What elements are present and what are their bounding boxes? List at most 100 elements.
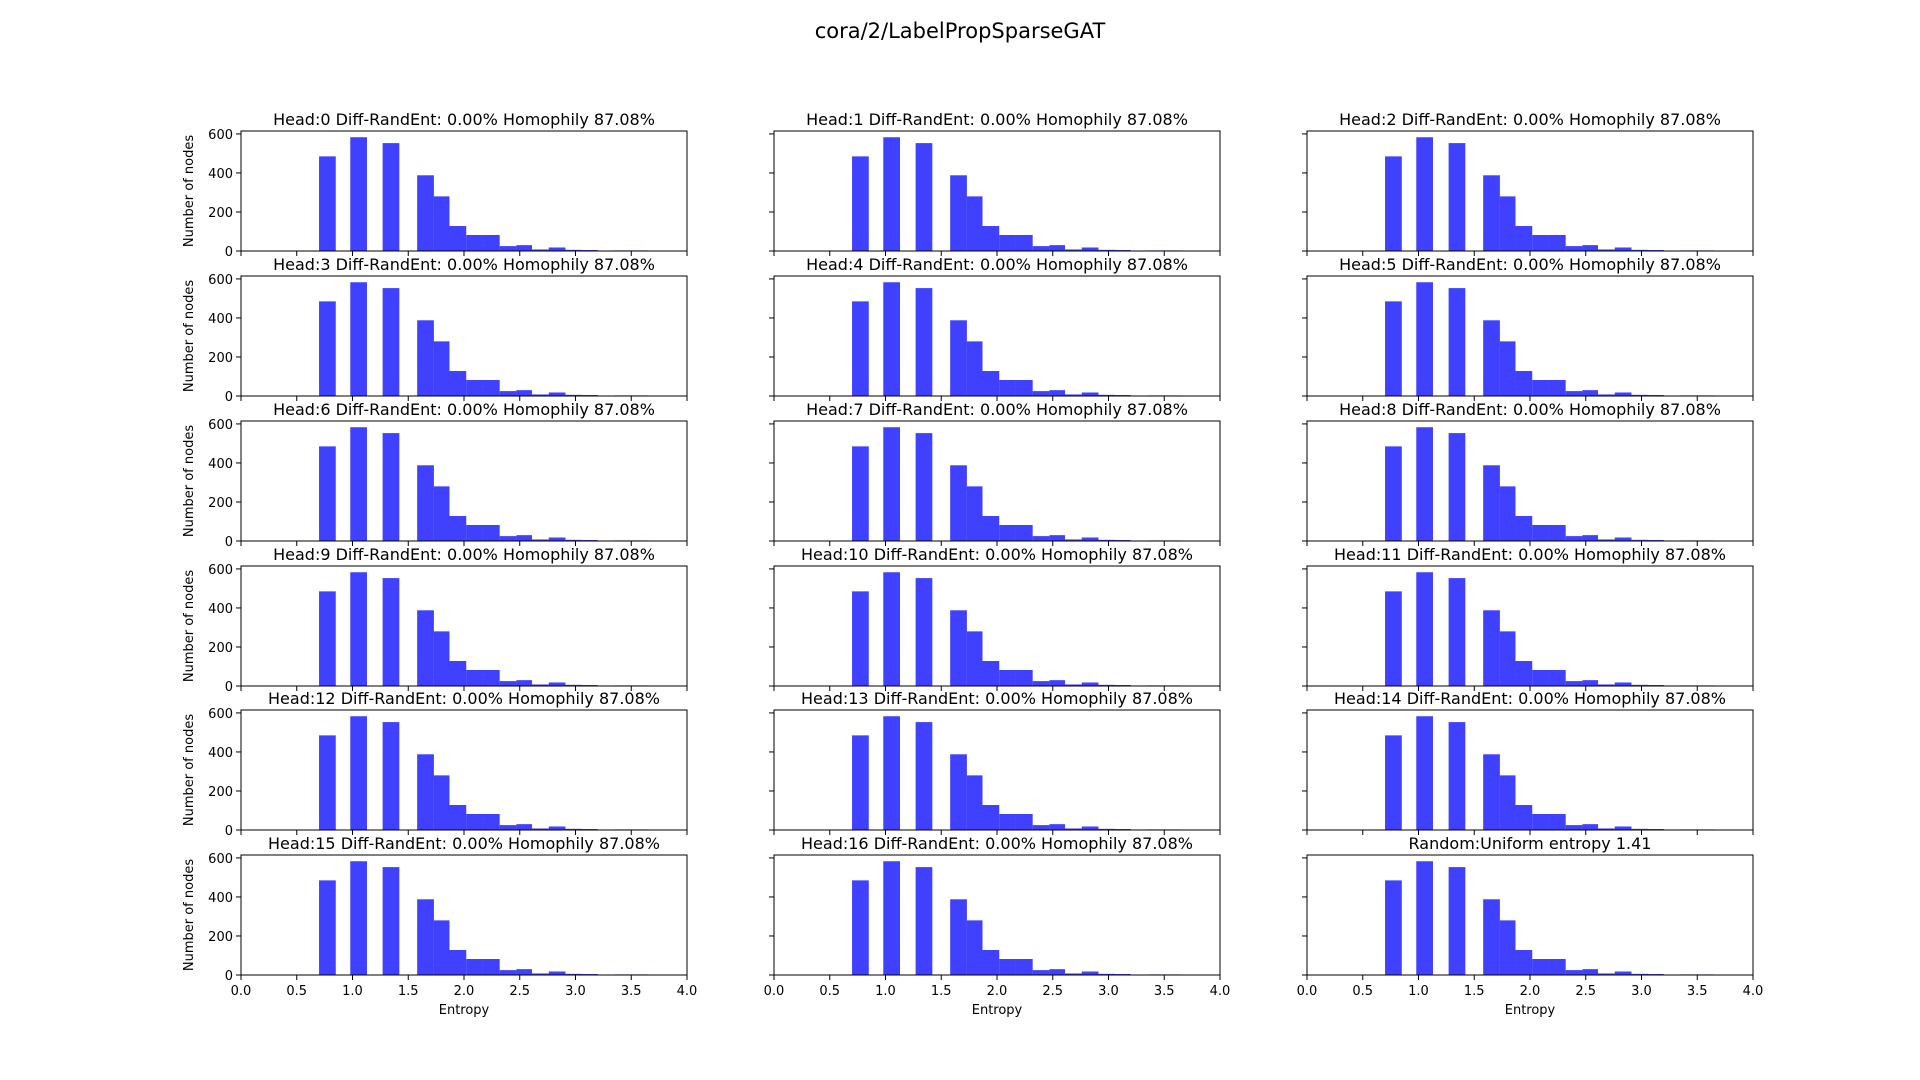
histogram-panel: Head:7 Diff-RandEnt: 0.00% Homophily 87.… [769, 400, 1221, 546]
y-axis-label: Number of nodes [182, 714, 197, 826]
histogram-panel: 0.0 0.5 1.0 1.5 2.0 2.5 3.0 3.5 4.0 Entropy Head:1… [764, 834, 1231, 1018]
histogram-bar [1483, 754, 1500, 830]
x-tick-label: 1.0 [342, 984, 363, 999]
histogram-bar [1582, 245, 1599, 251]
histogram-bar [1631, 249, 1649, 251]
histogram-bar [1081, 826, 1099, 830]
histogram-bar [449, 661, 467, 686]
histogram-bar [1515, 661, 1533, 686]
x-tick-label: 0.0 [764, 984, 785, 999]
histogram-bar [915, 143, 933, 251]
histogram-bar [466, 959, 483, 975]
histogram-bar [883, 282, 900, 396]
histogram-bar [1565, 246, 1583, 251]
histogram-bar [1598, 249, 1615, 251]
histogram-panel: Head:10 Diff-RandEnt: 0.00% Homophily 87… [769, 545, 1221, 691]
histogram-panel: 0 200 400 600 Number of nodes Head:12 Diff-Ra… [182, 689, 688, 839]
histogram-bar [883, 137, 900, 251]
x-tick-label: 2.5 [1575, 984, 1596, 999]
y-tick-label: 0 [225, 390, 233, 405]
y-tick-label: 600 [208, 707, 233, 722]
x-tick-label: 0.0 [1297, 984, 1318, 999]
histogram-bar [466, 670, 483, 686]
histogram-bar [1548, 380, 1566, 396]
panel-title: Head:15 Diff-RandEnt: 0.00% Homophily 87… [268, 834, 660, 853]
y-tick-label: 200 [208, 785, 233, 800]
panel-title: Head:4 Diff-RandEnt: 0.00% Homophily 87.… [806, 255, 1188, 274]
x-tick-label: 3.0 [565, 984, 586, 999]
histogram-panel: Head:13 Diff-RandEnt: 0.00% Homophily 87… [769, 689, 1221, 835]
histogram-bar [1098, 684, 1116, 686]
histogram-bar [1548, 525, 1566, 541]
y-tick-label: 0 [225, 969, 233, 984]
histogram-bar [482, 235, 500, 251]
histogram-bar [915, 722, 933, 830]
histogram-bar [1049, 535, 1066, 541]
histogram-bar [1081, 682, 1099, 686]
histogram-bar [319, 880, 336, 975]
histogram-bar [1049, 824, 1066, 830]
histogram-bar [1483, 320, 1500, 396]
histogram-bar [1582, 535, 1599, 541]
histogram-bar [350, 861, 367, 975]
histogram-bar [449, 371, 467, 396]
histogram-bar [999, 525, 1016, 541]
panel-title: Head:11 Diff-RandEnt: 0.00% Homophily 87… [1334, 545, 1726, 564]
histogram-bar [1631, 973, 1649, 975]
histogram-bar [1416, 427, 1433, 541]
x-tick-label: 2.5 [509, 984, 530, 999]
y-tick-label: 600 [208, 128, 233, 143]
histogram-bar [532, 828, 549, 830]
histogram-bar [466, 235, 483, 251]
histogram-bar [1015, 235, 1033, 251]
histogram-bar [319, 591, 336, 686]
histogram-bar [1015, 959, 1033, 975]
histogram-bar [950, 610, 967, 686]
histogram-bar [1416, 137, 1433, 251]
histogram-bar [433, 196, 450, 251]
histogram-bar [1448, 288, 1466, 396]
histogram-bar [532, 539, 549, 541]
histogram-bar [350, 572, 367, 686]
histogram-bar [852, 446, 869, 541]
histogram-bar [565, 684, 583, 686]
histogram-bar [466, 814, 483, 830]
y-tick-label: 400 [208, 167, 233, 182]
histogram-bar [1448, 433, 1466, 541]
histogram-bar [1081, 392, 1099, 396]
histogram-bar [482, 670, 500, 686]
histogram-bar [966, 341, 983, 396]
panel-title: Head:2 Diff-RandEnt: 0.00% Homophily 87.… [1339, 110, 1721, 129]
histogram-bar [382, 143, 400, 251]
panel-title: Head:0 Diff-RandEnt: 0.00% Homophily 87.… [273, 110, 655, 129]
histogram-bar [449, 950, 467, 975]
histogram-panel: Head:2 Diff-RandEnt: 0.00% Homophily 87.… [1302, 110, 1754, 256]
histogram-panel: 0 200 400 600 Number of nodes Head:3 Diff-Ran… [182, 255, 688, 405]
y-tick-label: 200 [208, 641, 233, 656]
histogram-bar [499, 391, 517, 396]
x-tick-label: 3.5 [1687, 984, 1708, 999]
x-tick-label: 1.5 [1464, 984, 1485, 999]
histogram-bar [1548, 959, 1566, 975]
histogram-bar [449, 226, 467, 251]
x-tick-label: 0.5 [819, 984, 840, 999]
histogram-bar [883, 861, 900, 975]
histogram-bar [950, 175, 967, 251]
histogram-bar [1515, 950, 1533, 975]
histogram-bar [1565, 970, 1583, 975]
histogram-bar [417, 610, 434, 686]
histogram-bar [1448, 143, 1466, 251]
x-tick-label: 4.0 [1210, 984, 1231, 999]
y-axis-label: Number of nodes [182, 425, 197, 537]
histogram-bar [548, 826, 566, 830]
histogram-bar [966, 196, 983, 251]
histogram-bar [565, 973, 583, 975]
histogram-bar [1499, 486, 1516, 541]
histogram-bar [852, 301, 869, 396]
histogram-bar [1448, 722, 1466, 830]
histogram-bar [319, 446, 336, 541]
histogram-bar [1565, 825, 1583, 830]
histogram-panel: 0 200 400 600 Number of nodes Head:9 Diff-Ran… [182, 545, 688, 695]
histogram-bar [1631, 684, 1649, 686]
